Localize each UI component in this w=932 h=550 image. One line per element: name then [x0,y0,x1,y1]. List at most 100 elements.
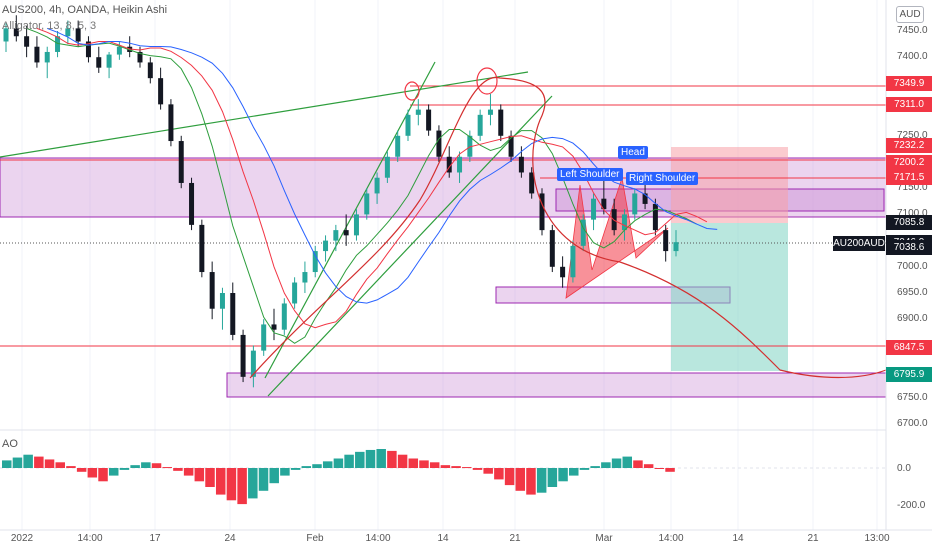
awesome-oscillator [2,449,675,505]
x-tick: 14 [437,533,449,544]
y-tick: 7100.0 [897,208,928,219]
ao-bar [397,454,408,468]
ao-bar [665,468,675,472]
candle-body [323,240,329,252]
ao-bar [130,465,140,468]
left-shoulder-label: Left Shoulder [557,168,623,181]
ao-bar [44,459,55,468]
ao-bar [472,468,483,470]
ao-bar [440,465,451,468]
demand-zone [226,372,887,398]
ao-bar [322,461,333,468]
candle-body [281,303,287,330]
candle-body [436,130,442,157]
candle-body [55,36,61,52]
candle-body [230,293,236,335]
y-tick: 7150.0 [897,182,928,194]
candle-body [498,109,504,136]
ao-bar [108,468,119,476]
ao-bar [355,451,365,468]
ao-bar [119,468,130,470]
candle-body [13,28,19,37]
candle-body [343,230,349,236]
ao-bar [98,468,108,482]
indicator-label: Alligator, 13, 8, 5, 3 [2,20,97,32]
candle-body [632,193,638,215]
ao-bar [87,468,98,478]
ao-bar [226,468,237,501]
ao-bar [141,462,151,468]
x-tick: Feb [306,533,324,544]
x-tick: 14:00 [365,533,391,544]
candle-body [250,350,256,377]
candle-body [529,172,535,194]
x-tick: 21 [509,533,521,544]
candle-body [642,193,648,204]
ao-bar [173,468,183,471]
price-tag: 7038.6 [886,239,932,255]
candle-body [158,78,164,105]
stop-loss-box [671,147,788,223]
ao-bar [76,468,87,472]
ao-bar [280,468,290,476]
candle-body [106,54,112,68]
ao-bar [643,464,654,468]
symbol-tag: AU200AUD [833,236,885,251]
osc-tick-neg: -200.0 [897,500,926,511]
x-tick: 14:00 [658,533,684,544]
candle-body [508,135,514,157]
ao-bar [151,463,162,468]
take-profit-box [671,223,788,371]
candle-body [580,219,586,246]
ao-bar [301,466,312,468]
ao-bar [215,468,226,495]
candle-body [405,114,411,136]
candle-body [209,272,215,309]
x-tick: 13:00 [864,533,890,544]
candle-body [487,109,493,115]
candle-body [415,109,421,115]
ao-bar [611,458,622,468]
ao-bar [504,468,515,486]
ao-bar [258,468,269,491]
candle-body [292,282,298,304]
ao-bar [237,468,247,505]
right-shoulder-label: Right Shoulder [626,172,699,185]
candle-body [601,198,607,210]
candle-body [261,324,267,351]
ao-bar [579,468,590,470]
candle-body [384,156,390,178]
ao-bar [419,460,429,468]
ao-bar [451,466,461,468]
ao-bar [569,468,579,476]
ao-bar [248,468,258,499]
ao-bar [205,468,215,487]
ao-bar [547,468,558,487]
x-tick: 14 [732,533,744,544]
y-tick: 6900.0 [897,313,928,325]
y-tick: 7250.0 [897,129,928,141]
y-tick: 7400.0 [897,51,928,63]
candle-body [477,114,483,136]
candle-body [446,156,452,173]
candle-body [673,242,679,252]
price-tag: 6847.5 [886,339,932,355]
ao-bar [312,464,322,468]
ao-bar [654,468,665,469]
x-tick: Mar [595,533,613,544]
candle-body [457,156,463,173]
x-tick: 2022 [10,533,34,544]
candle-body [219,293,225,309]
ao-bar [408,458,419,468]
oscillator-label: AO [2,438,18,450]
candle-body [549,230,555,267]
ao-bar [55,462,65,468]
candle-body [199,224,205,273]
candle-body [168,104,174,142]
currency-badge[interactable]: AUD [896,6,924,23]
ao-bar [269,468,279,484]
candle-body [560,266,566,278]
ao-bar [23,454,33,468]
x-tick: 24 [224,533,236,544]
